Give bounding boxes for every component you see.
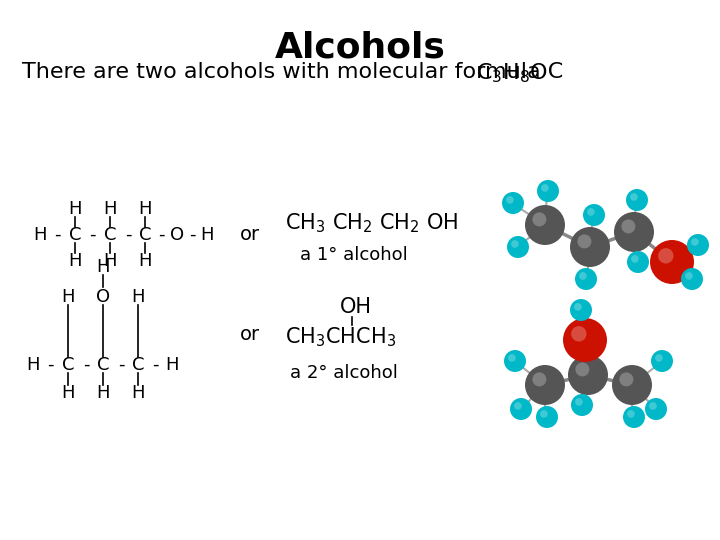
Circle shape: [570, 227, 610, 267]
Circle shape: [507, 236, 529, 258]
Text: -: -: [118, 356, 125, 374]
Circle shape: [537, 180, 559, 202]
Text: $\mathregular{CH_3\ CH_2\ CH_2\ OH}$: $\mathregular{CH_3\ CH_2\ CH_2\ OH}$: [285, 211, 459, 235]
Text: H: H: [96, 258, 109, 276]
Circle shape: [650, 240, 694, 284]
Circle shape: [623, 406, 645, 428]
Circle shape: [655, 354, 663, 362]
Circle shape: [583, 204, 605, 226]
Circle shape: [627, 410, 635, 418]
Text: -: -: [125, 226, 131, 244]
Text: O: O: [170, 226, 184, 244]
Circle shape: [614, 212, 654, 252]
Circle shape: [651, 350, 673, 372]
Circle shape: [532, 373, 546, 387]
Circle shape: [504, 350, 526, 372]
Circle shape: [577, 234, 591, 248]
Circle shape: [645, 398, 667, 420]
Text: H: H: [96, 384, 109, 402]
Circle shape: [612, 365, 652, 405]
Circle shape: [685, 272, 693, 280]
Text: H: H: [138, 200, 152, 218]
Text: H: H: [138, 252, 152, 270]
Text: H: H: [61, 384, 75, 402]
Text: or: or: [240, 326, 260, 345]
Circle shape: [541, 184, 549, 192]
Text: H: H: [166, 356, 179, 374]
Text: $\mathregular{CH_3CHCH_3}$: $\mathregular{CH_3CHCH_3}$: [285, 325, 396, 349]
Circle shape: [570, 299, 592, 321]
Circle shape: [691, 238, 699, 246]
Circle shape: [568, 355, 608, 395]
Circle shape: [511, 240, 519, 248]
Circle shape: [619, 373, 634, 387]
Text: C: C: [96, 356, 109, 374]
Text: C: C: [104, 226, 116, 244]
Circle shape: [575, 398, 582, 406]
Text: O: O: [96, 288, 110, 306]
Text: C: C: [68, 226, 81, 244]
Text: H: H: [33, 226, 47, 244]
Circle shape: [510, 398, 532, 420]
Circle shape: [525, 205, 565, 245]
Text: -: -: [158, 226, 164, 244]
Text: -: -: [152, 356, 158, 374]
Circle shape: [627, 251, 649, 273]
Circle shape: [631, 255, 639, 263]
Circle shape: [626, 189, 648, 211]
Circle shape: [621, 219, 636, 233]
Text: C: C: [139, 226, 151, 244]
Circle shape: [574, 303, 582, 310]
Text: $\mathregular{C_3H_8O}$: $\mathregular{C_3H_8O}$: [476, 61, 548, 85]
Circle shape: [687, 234, 709, 256]
Text: H: H: [68, 200, 82, 218]
Circle shape: [532, 212, 546, 226]
Text: C: C: [132, 356, 144, 374]
Circle shape: [506, 196, 514, 204]
Text: H: H: [103, 252, 117, 270]
Circle shape: [563, 318, 607, 362]
Text: H: H: [200, 226, 214, 244]
Text: -: -: [83, 356, 89, 374]
Text: OH: OH: [340, 297, 372, 317]
Circle shape: [502, 192, 524, 214]
Text: There are two alcohols with molecular formula C: There are two alcohols with molecular fo…: [22, 62, 563, 82]
Circle shape: [571, 326, 587, 341]
Text: H: H: [26, 356, 40, 374]
Circle shape: [649, 402, 657, 410]
Text: -: -: [89, 226, 95, 244]
Text: C: C: [62, 356, 74, 374]
Circle shape: [514, 402, 522, 410]
Circle shape: [658, 248, 673, 264]
Text: a 1° alcohol: a 1° alcohol: [300, 246, 408, 264]
Circle shape: [587, 208, 595, 216]
Text: -: -: [47, 356, 53, 374]
Text: -: -: [189, 226, 195, 244]
Circle shape: [571, 394, 593, 416]
Text: Alcohols: Alcohols: [274, 30, 446, 64]
Text: -: -: [54, 226, 60, 244]
Text: H: H: [131, 384, 145, 402]
Circle shape: [540, 410, 548, 418]
Text: H: H: [131, 288, 145, 306]
Text: a 2° alcohol: a 2° alcohol: [290, 364, 398, 382]
Circle shape: [525, 365, 565, 405]
Text: or: or: [240, 226, 260, 245]
Circle shape: [536, 406, 558, 428]
Circle shape: [575, 362, 590, 376]
Text: H: H: [103, 200, 117, 218]
Circle shape: [508, 354, 516, 362]
Text: H: H: [68, 252, 82, 270]
Text: H: H: [61, 288, 75, 306]
Circle shape: [579, 272, 587, 280]
Circle shape: [630, 193, 638, 201]
Circle shape: [575, 268, 597, 290]
Circle shape: [681, 268, 703, 290]
